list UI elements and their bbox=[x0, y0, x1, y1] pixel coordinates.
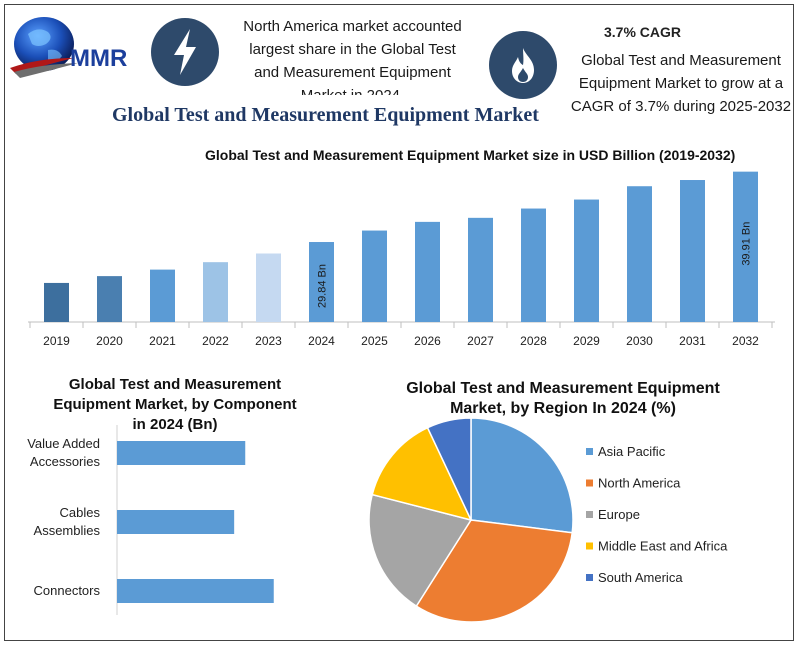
component-bar-1 bbox=[117, 510, 235, 534]
x-tick-label: 2021 bbox=[149, 334, 176, 348]
x-tick-label: 2027 bbox=[467, 334, 494, 348]
legend-swatch-3 bbox=[586, 542, 593, 550]
x-tick-label: 2023 bbox=[255, 334, 282, 348]
component-label: Cables bbox=[60, 505, 101, 520]
header-left-text: North America market accounted largest s… bbox=[243, 18, 462, 95]
bar-2022 bbox=[203, 262, 228, 322]
legend-swatch-4 bbox=[586, 574, 593, 581]
x-tick-label: 2019 bbox=[43, 334, 70, 348]
legend-label-3: Middle East and Africa bbox=[598, 539, 728, 554]
lightning-bolt-icon bbox=[174, 29, 196, 75]
bar-2030 bbox=[627, 186, 652, 322]
component-bar-chart: Value Added Accessories Cables Assemblies Co… bbox=[27, 425, 274, 615]
x-tick-label: 2022 bbox=[202, 334, 229, 348]
data-label-2032: 39.91 Bn bbox=[741, 222, 753, 266]
region-pie-chart: Asia Pacific North America Europe Middle Ea… bbox=[368, 417, 728, 623]
flame-icon bbox=[512, 48, 534, 83]
x-tick-label: 2031 bbox=[679, 334, 706, 348]
mmr-logo: MMR bbox=[10, 17, 127, 78]
legend-label-2: Europe bbox=[598, 507, 640, 522]
cagr-label: 3.7% CAGR bbox=[604, 24, 682, 40]
component-label: Connectors bbox=[34, 583, 101, 598]
bar-2019 bbox=[44, 282, 69, 322]
pie-slice-0 bbox=[470, 417, 574, 534]
bar-2029 bbox=[574, 199, 599, 322]
data-label-2024: 29.84 Bn bbox=[317, 264, 329, 308]
component-label: Value Added bbox=[27, 436, 100, 451]
bar-2027 bbox=[468, 217, 493, 322]
bar-2031 bbox=[680, 180, 705, 322]
x-tick-label: 2028 bbox=[520, 334, 547, 348]
region-chart-title: Global Test and Measurement Equipment Ma… bbox=[406, 380, 720, 417]
market-size-bar-chart: 2019 2020 2021 2022 2023 2024 2025 2026 2027 2028… bbox=[28, 171, 775, 348]
component-label: Accessories bbox=[30, 454, 101, 469]
bar-2032 bbox=[733, 171, 758, 322]
component-bar-0 bbox=[117, 441, 246, 465]
legend-label-1: North America bbox=[598, 476, 681, 491]
component-chart-title: Global Test and Measurement Equipment Ma… bbox=[53, 376, 297, 433]
legend-swatch-0 bbox=[586, 448, 593, 455]
legend-swatch-1 bbox=[586, 479, 593, 487]
bar-chart-title: Global Test and Measurement Equipment Ma… bbox=[205, 147, 736, 163]
component-bar-2 bbox=[117, 579, 274, 603]
bar-2020 bbox=[97, 276, 122, 322]
bar-2026 bbox=[415, 221, 440, 322]
x-tick-label: 2024 bbox=[308, 334, 335, 348]
pie-slice-2 bbox=[368, 493, 473, 608]
x-tick-label: 2026 bbox=[414, 334, 441, 348]
pie-slice-3 bbox=[371, 426, 473, 522]
logo-text: MMR bbox=[70, 45, 127, 72]
pie-slice-4 bbox=[426, 417, 472, 521]
header-right-text: Global Test and Measurement Equipment Ma… bbox=[570, 52, 792, 115]
lightning-icon-badge bbox=[151, 18, 219, 86]
x-tick-label: 2025 bbox=[361, 334, 388, 348]
x-tick-label: 2020 bbox=[96, 334, 123, 348]
component-label: Assemblies bbox=[34, 523, 101, 538]
bar-2024 bbox=[309, 242, 334, 322]
bar-2023 bbox=[256, 253, 281, 322]
bar-2028 bbox=[521, 208, 546, 322]
infographic-frame bbox=[4, 4, 794, 641]
flame-icon-badge bbox=[489, 31, 557, 99]
bar-2025 bbox=[362, 230, 387, 322]
x-tick-label: 2032 bbox=[732, 334, 759, 348]
main-title: Global Test and Measurement Equipment Ma… bbox=[112, 104, 539, 126]
bar-2021 bbox=[150, 269, 175, 322]
x-tick-label: 2029 bbox=[573, 334, 600, 348]
legend-swatch-2 bbox=[586, 511, 593, 518]
legend-label-0: Asia Pacific bbox=[598, 444, 666, 459]
x-tick-label: 2030 bbox=[626, 334, 653, 348]
legend-label-4: South America bbox=[598, 570, 683, 585]
